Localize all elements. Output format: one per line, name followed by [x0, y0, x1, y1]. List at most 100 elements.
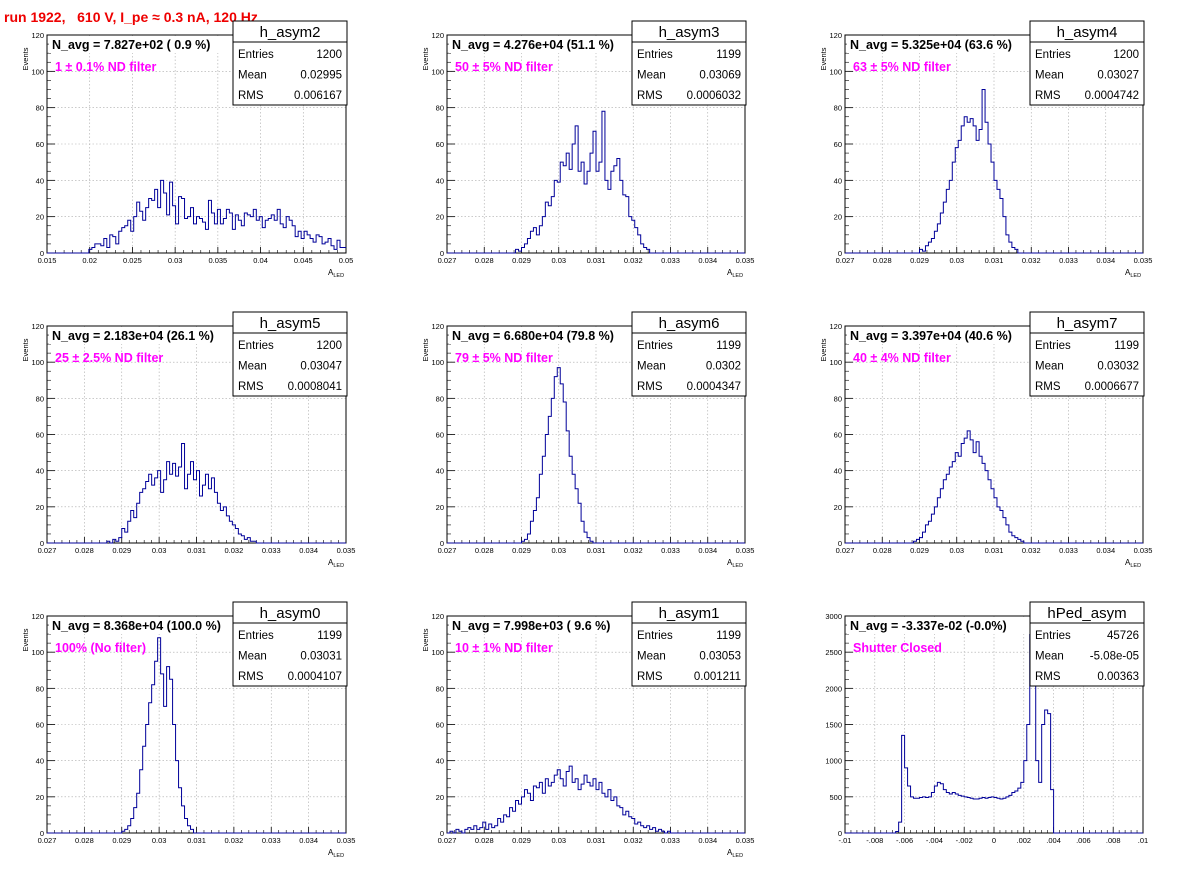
y-tick-label: 100: [431, 648, 444, 657]
x-tick-label: 0.031: [587, 546, 606, 555]
navg-label: N_avg = -3.337e-02 (-0.0%): [850, 619, 1007, 633]
x-tick-label: 0.029: [910, 256, 929, 265]
y-tick-label: 100: [829, 358, 842, 367]
y-tick-label: 120: [431, 322, 444, 331]
y-tick-label: 100: [431, 67, 444, 76]
y-tick-label: 20: [36, 213, 44, 222]
x-axis-title-main: A: [1125, 268, 1131, 277]
x-tick-label: 0.028: [873, 546, 892, 555]
y-axis-title: Events: [21, 338, 30, 361]
x-axis-title-sub: LED: [333, 273, 344, 279]
histogram-series: [47, 637, 346, 834]
navg-label: N_avg = 6.680e+04 (79.8 %): [452, 329, 614, 343]
x-tick-label: 0.033: [1059, 256, 1078, 265]
x-tick-label: 0.028: [75, 546, 94, 555]
stats-value-mean: 0.03031: [300, 651, 342, 663]
y-tick-label: 120: [31, 322, 44, 331]
stats-value-rms: 0.0008041: [288, 381, 342, 393]
y-tick-label: 60: [36, 431, 44, 440]
stats-body-box: [631, 332, 747, 397]
x-tick-label: 0.028: [75, 836, 94, 845]
chart-panel-h_asym0: 0.027 0.028 0.029 0.03 0.031 0.032 0.033 0.034 0…: [21, 601, 356, 859]
stats-key-entries: Entries: [238, 49, 274, 61]
y-tick-label: 40: [36, 176, 44, 185]
x-tick-label: 0.03: [551, 256, 566, 265]
y-tick-label: 0: [440, 539, 444, 548]
x-tick-label: .002: [1016, 836, 1031, 845]
y-tick-label: 500: [829, 793, 842, 802]
x-tick-label: 0.029: [512, 546, 531, 555]
y-tick-label: 0: [440, 249, 444, 258]
x-tick-label: 0.033: [661, 256, 680, 265]
stats-key-mean: Mean: [1035, 651, 1064, 663]
stats-value-entries: 1199: [716, 630, 741, 642]
y-tick-label: 100: [829, 67, 842, 76]
stats-key-mean: Mean: [637, 651, 666, 663]
histogram-series: [47, 443, 346, 544]
navg-label-bg: [449, 327, 667, 344]
y-axis-title: Events: [421, 338, 430, 361]
chart-panel-h_asym7: 0.027 0.028 0.029 0.03 0.031 0.032 0.033 0.034 0…: [819, 311, 1152, 569]
chart-panel-h_asym5: 0.027 0.028 0.029 0.03 0.031 0.032 0.033 0.034 0…: [21, 311, 355, 569]
x-axis-title-main: A: [328, 558, 334, 567]
stats-value-entries: 1199: [317, 630, 342, 642]
stats-key-mean: Mean: [637, 70, 666, 82]
stats-value-mean: 0.0302: [706, 361, 741, 373]
y-tick-label: 2500: [825, 648, 842, 657]
x-tick-label: 0.028: [873, 256, 892, 265]
x-axis-title-sub: LED: [1130, 273, 1141, 279]
y-tick-label: 0: [838, 539, 842, 548]
y-tick-label: 60: [36, 721, 44, 730]
y-tick-label: 40: [834, 176, 842, 185]
y-tick-label: 100: [31, 67, 44, 76]
filter-label: 25 ± 2.5% ND filter: [55, 351, 163, 365]
x-tick-label: 0.034: [1096, 256, 1115, 265]
y-axis-title: Events: [21, 628, 30, 651]
navg-label: N_avg = 5.325e+04 (63.6 %): [850, 38, 1012, 52]
x-axis-title: ALED: [328, 848, 344, 859]
y-tick-label: 40: [834, 467, 842, 476]
stats-value-rms: 0.0006032: [687, 90, 741, 102]
x-tick-label: -.01: [839, 836, 852, 845]
stats-value-mean: 0.02995: [300, 70, 342, 82]
y-tick-label: 100: [31, 358, 44, 367]
stats-body-box: [232, 622, 348, 687]
stats-key-entries: Entries: [1035, 49, 1071, 61]
x-tick-label: 0.025: [123, 256, 142, 265]
x-tick-label: 0.033: [262, 546, 281, 555]
stats-body-box: [232, 41, 348, 106]
stats-key-entries: Entries: [637, 340, 673, 352]
filter-label: 100% (No filter): [55, 641, 146, 655]
stats-body-box: [631, 622, 747, 687]
stats-value-mean: 0.03053: [699, 651, 741, 663]
x-tick-label: 0.031: [187, 836, 206, 845]
x-tick-label: 0.029: [512, 256, 531, 265]
x-tick-label: 0.03: [551, 546, 566, 555]
x-tick-label: 0.032: [224, 836, 243, 845]
stats-key-rms: RMS: [238, 671, 264, 683]
y-tick-label: 120: [829, 322, 842, 331]
y-tick-label: 20: [436, 503, 444, 512]
y-tick-label: 120: [431, 612, 444, 621]
x-axis-title-main: A: [727, 268, 733, 277]
x-axis-title-main: A: [727, 848, 733, 857]
navg-label-bg: [847, 327, 1065, 344]
navg-label-bg: [49, 36, 267, 53]
x-tick-label: 0.027: [38, 836, 57, 845]
y-tick-label: 80: [436, 104, 444, 113]
x-tick-label: 0.031: [985, 546, 1004, 555]
y-axis-title: Events: [819, 338, 828, 361]
x-tick-label: 0.035: [736, 546, 755, 555]
x-tick-label: 0.02: [82, 256, 97, 265]
y-tick-label: 20: [36, 793, 44, 802]
x-tick-label: 0.03: [152, 836, 167, 845]
filter-label: 63 ± 5% ND filter: [853, 60, 951, 74]
histogram-series: [845, 622, 1143, 834]
x-tick-label: 0.035: [337, 836, 356, 845]
y-tick-label: 80: [36, 684, 44, 693]
stats-value-rms: 0.0004742: [1085, 90, 1139, 102]
stats-key-entries: Entries: [637, 630, 673, 642]
y-tick-label: 3000: [825, 612, 842, 621]
navg-label-bg: [449, 617, 667, 634]
x-tick-label: 0.028: [475, 546, 494, 555]
